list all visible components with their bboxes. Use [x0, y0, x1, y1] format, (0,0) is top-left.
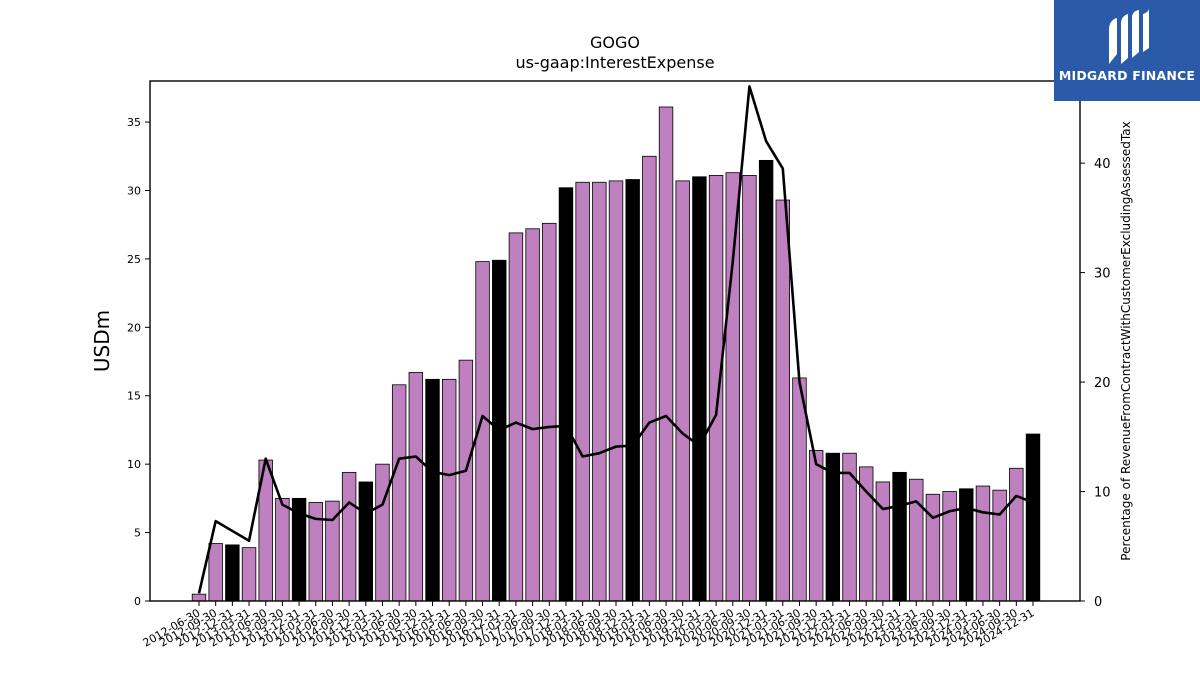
- bar: [575, 181, 590, 602]
- y2-tick-label: 10: [1094, 486, 1111, 501]
- y-axis-label: USDm: [90, 310, 114, 372]
- bar: [959, 488, 974, 602]
- bar: [875, 481, 891, 602]
- bar: [458, 359, 474, 602]
- y-tick-label: 30: [127, 184, 141, 197]
- bar: [508, 232, 524, 602]
- bar: [391, 384, 407, 602]
- bar: [642, 155, 657, 602]
- bar: [658, 106, 674, 602]
- chart-title: GOGO: [590, 33, 640, 52]
- y-tick-label: 20: [127, 321, 141, 334]
- bar: [425, 378, 440, 602]
- plot-frame: [149, 80, 1081, 602]
- bar: [341, 471, 357, 602]
- bar: [925, 493, 941, 602]
- midgard-finance-logo: MIDGARD FINANCE: [1054, 0, 1200, 101]
- bar: [708, 175, 724, 602]
- y-tick-label: 10: [127, 458, 141, 471]
- bar: [208, 543, 223, 602]
- bar: [1025, 433, 1041, 602]
- y-tick-label: 35: [127, 116, 141, 129]
- bar: [275, 497, 290, 602]
- bar: [942, 491, 957, 602]
- bar: [225, 544, 240, 602]
- y-tick-label: 25: [127, 253, 141, 266]
- bar: [742, 175, 757, 602]
- bar: [992, 489, 1007, 602]
- bar: [758, 159, 774, 602]
- bar: [525, 228, 540, 602]
- chart-subtitle: us-gaap:InterestExpense: [515, 53, 714, 72]
- y2-tick-label: 20: [1094, 376, 1111, 391]
- midgard-logo-icon: [1109, 8, 1149, 64]
- bar: [375, 463, 390, 602]
- y-tick-label: 15: [127, 390, 141, 403]
- bar: [825, 452, 841, 602]
- y2-tick-label: 40: [1094, 157, 1111, 172]
- bar: [542, 222, 557, 602]
- bar: [608, 180, 624, 602]
- bar: [592, 181, 607, 602]
- bar: [808, 450, 824, 602]
- logo-text: MIDGARD FINANCE: [1058, 68, 1196, 83]
- bar: [1009, 467, 1024, 602]
- bar: [909, 478, 924, 602]
- bar: [892, 471, 907, 602]
- bar: [675, 180, 690, 602]
- bar: [625, 179, 640, 602]
- bar: [842, 452, 857, 602]
- bar: [441, 378, 457, 602]
- y-tick-label: 0: [134, 595, 141, 608]
- bar: [975, 485, 991, 602]
- y2-tick-label: 30: [1094, 267, 1111, 282]
- series-line: [197, 85, 1034, 594]
- bar: [358, 481, 374, 602]
- bar: [692, 176, 707, 602]
- bar: [775, 199, 791, 602]
- y2-axis-label: Percentage of RevenueFromContractWithCus…: [1119, 121, 1133, 560]
- bar: [558, 187, 574, 602]
- bar: [241, 547, 257, 602]
- bar: [191, 593, 207, 602]
- y2-tick-label: 0: [1094, 595, 1102, 610]
- bar: [725, 172, 740, 602]
- bar: [408, 372, 424, 602]
- y-tick-label: 5: [134, 527, 141, 540]
